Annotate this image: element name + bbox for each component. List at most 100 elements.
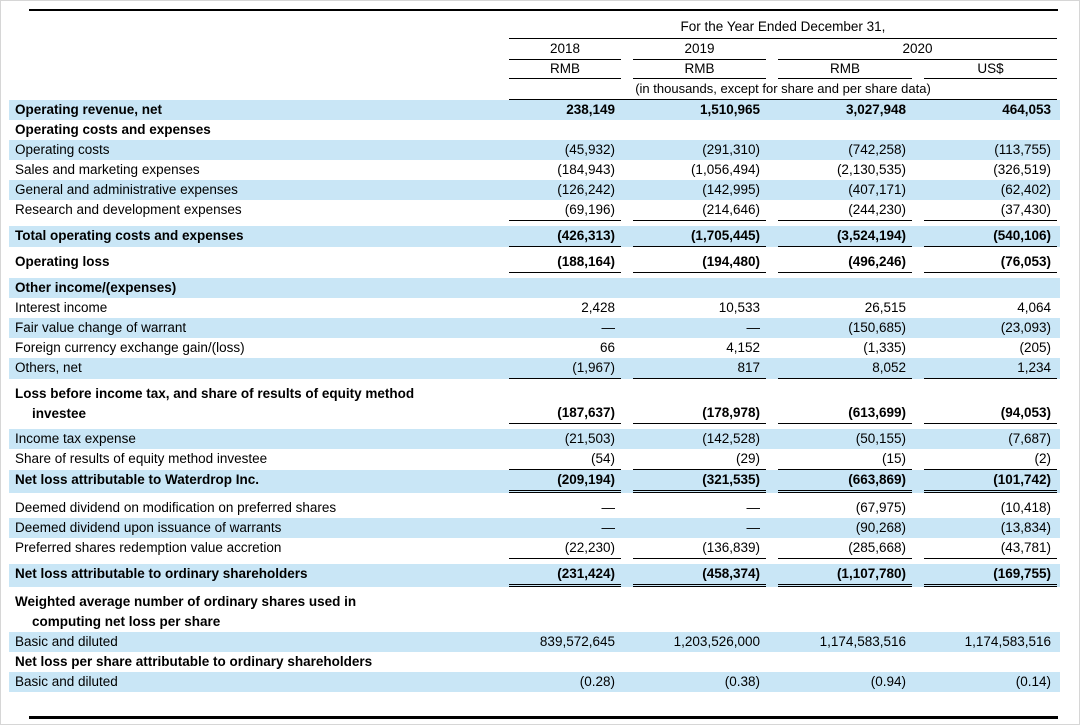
row-label: Income tax expense xyxy=(9,429,499,449)
cell-value: — xyxy=(601,320,616,335)
cell-2018-rmb xyxy=(499,592,623,632)
cell-2019-rmb: — xyxy=(623,318,768,338)
cell-value: (742,258) xyxy=(848,142,906,157)
cell-value: (285,668) xyxy=(778,538,912,559)
cell-2020-us-: (43,781) xyxy=(914,538,1059,559)
currency-usd-2020: US$ xyxy=(924,61,1057,79)
cell-2019-rmb: 4,152 xyxy=(623,338,768,358)
table-row: Deemed dividend upon issuance of warrant… xyxy=(9,518,1060,538)
row-label: Deemed dividend upon issuance of warrant… xyxy=(9,518,499,538)
cell-2020-us-: (169,755) xyxy=(914,564,1059,587)
cell-2018-rmb: (187,637) xyxy=(499,384,623,424)
cell-2020-rmb: 1,174,583,516 xyxy=(768,632,914,652)
header-years-row: 2018 2019 2020 xyxy=(9,39,1060,60)
cell-2018-rmb: (184,943) xyxy=(499,160,623,180)
row-label: Basic and diluted xyxy=(9,632,499,652)
cell-2020-us- xyxy=(914,120,1059,140)
table-row: Other income/(expenses) xyxy=(9,278,1060,298)
cell-2018-rmb: — xyxy=(499,498,623,518)
cell-value: (150,685) xyxy=(848,320,906,335)
cell-2020-us-: (101,742) xyxy=(914,470,1059,493)
units-note: (in thousands, except for share and per … xyxy=(509,80,1057,100)
header-currency-row: RMB RMB RMB US$ xyxy=(9,60,1060,79)
cell-value: (37,430) xyxy=(924,200,1057,221)
cell-value: (1,967) xyxy=(509,358,621,379)
cell-value: 3,027,948 xyxy=(845,102,906,117)
row-label-line: Operating costs and expenses xyxy=(15,122,211,137)
cell-2020-us-: (94,053) xyxy=(914,384,1059,424)
cell-2018-rmb: (22,230) xyxy=(499,538,623,559)
cell-2019-rmb: 817 xyxy=(623,358,768,379)
cell-value: (62,402) xyxy=(1000,182,1051,197)
cell-value: (2) xyxy=(924,449,1057,470)
cell-value: (1,056,494) xyxy=(690,162,760,177)
cell-2019-rmb: 1,510,965 xyxy=(623,100,768,120)
cell-value: (45,932) xyxy=(564,142,615,157)
cell-2020-rmb: (407,171) xyxy=(768,180,914,200)
cell-2020-us- xyxy=(914,278,1059,298)
cell-2019-rmb: (142,528) xyxy=(623,429,768,449)
row-label-line: General and administrative expenses xyxy=(15,182,238,197)
cell-value: (22,230) xyxy=(509,538,621,559)
cell-2019-rmb: — xyxy=(623,518,768,538)
cell-value: (291,310) xyxy=(702,142,760,157)
cell-2019-rmb: (142,995) xyxy=(623,180,768,200)
cell-value: (21,503) xyxy=(564,431,615,446)
cell-value: (194,480) xyxy=(633,252,766,273)
table-row: Net loss attributable to ordinary shareh… xyxy=(9,564,1060,587)
cell-value: (136,839) xyxy=(633,538,766,559)
cell-2018-rmb xyxy=(499,120,623,140)
cell-2020-rmb: (663,869) xyxy=(768,470,914,493)
cell-value: — xyxy=(746,520,761,535)
row-label-line: Deemed dividend upon issuance of warrant… xyxy=(15,520,282,535)
table-row: Operating loss (188,164) (194,480) (496,246… xyxy=(9,252,1060,273)
cell-2020-us-: (37,430) xyxy=(914,200,1059,221)
cell-2020-rmb: (496,246) xyxy=(768,252,914,273)
cell-value: (205) xyxy=(1019,340,1051,355)
cell-2019-rmb: (29) xyxy=(623,449,768,470)
table-row: Operating costs and expenses xyxy=(9,120,1060,140)
table-row: Preferred shares redemption value accret… xyxy=(9,538,1060,559)
cell-2020-rmb: (742,258) xyxy=(768,140,914,160)
cell-2020-rmb: (244,230) xyxy=(768,200,914,221)
table-row: Income tax expense (21,503) (142,528) (50,1… xyxy=(9,429,1060,449)
table-row: Net loss attributable to Waterdrop Inc. (… xyxy=(9,470,1060,493)
cell-2020-rmb: 8,052 xyxy=(768,358,914,379)
cell-2019-rmb: 1,203,526,000 xyxy=(623,632,768,652)
cell-value: (496,246) xyxy=(778,252,912,273)
table-row: Basic and diluted 839,572,645 1,203,526,00… xyxy=(9,632,1060,652)
cell-value: (7,687) xyxy=(1008,431,1051,446)
cell-2018-rmb: (1,967) xyxy=(499,358,623,379)
cell-2019-rmb: (194,480) xyxy=(623,252,768,273)
cell-value: (2,130,535) xyxy=(836,162,906,177)
cell-2018-rmb: (0.28) xyxy=(499,672,623,692)
row-label-line: Total operating costs and expenses xyxy=(15,228,244,243)
currency-rmb-2020: RMB xyxy=(778,61,912,79)
cell-2018-rmb: (69,196) xyxy=(499,200,623,221)
row-label: Net loss attributable to Waterdrop Inc. xyxy=(9,470,499,493)
cell-value: (178,978) xyxy=(633,403,766,424)
row-label-line: Deemed dividend on modification on prefe… xyxy=(15,500,337,515)
row-label-line: Net loss per share attributable to ordin… xyxy=(15,654,373,669)
table-row: Deemed dividend on modification on prefe… xyxy=(9,498,1060,518)
cell-value: (188,164) xyxy=(509,252,621,273)
row-label-line: Basic and diluted xyxy=(15,634,118,649)
cell-2020-rmb: (90,268) xyxy=(768,518,914,538)
cell-value: (90,268) xyxy=(855,520,906,535)
bottom-divider xyxy=(29,716,1058,719)
cell-value: (209,194) xyxy=(509,470,621,493)
cell-2019-rmb: (214,646) xyxy=(623,200,768,221)
cell-2020-rmb: (3,524,194) xyxy=(768,226,914,247)
cell-value: 817 xyxy=(633,358,766,379)
table-row: Net loss per share attributable to ordin… xyxy=(9,652,1060,672)
cell-value: (426,313) xyxy=(509,226,621,247)
row-label-line: Foreign currency exchange gain/(loss) xyxy=(15,340,245,355)
row-label-line: Research and development expenses xyxy=(15,202,242,217)
cell-2020-us-: 1,174,583,516 xyxy=(914,632,1059,652)
cell-value: (214,646) xyxy=(633,200,766,221)
top-divider xyxy=(29,9,1058,11)
table-row: Loss before income tax, and share of res… xyxy=(9,384,1060,424)
cell-2020-rmb: (15) xyxy=(768,449,914,470)
table-row: Weighted average number of ordinary shar… xyxy=(9,592,1060,632)
